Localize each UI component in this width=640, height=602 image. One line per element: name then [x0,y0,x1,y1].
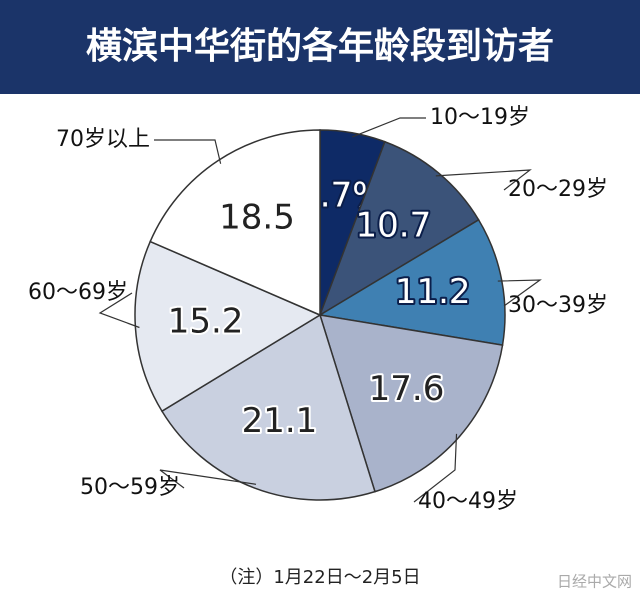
category-label: 30～39岁 [508,293,608,318]
data-label: 11.2 [395,272,471,312]
leader-line [435,169,532,191]
data-label: 18.5 [219,198,295,238]
chart-title: 横滨中华街的各年龄段到访者 [86,26,554,67]
leader-line [352,117,426,138]
leader-line [159,469,257,489]
leader-line [154,139,222,164]
pie-slice [134,240,322,413]
leader-line [98,292,140,329]
pie-slice [318,314,504,493]
pie-slice [160,313,376,501]
pie-slice [317,218,506,346]
data-label: 21.1 [242,401,318,441]
leader-line [413,433,458,503]
note: （注）1月22日～2月5日 [219,567,420,588]
watermark: 日经中文网 [557,573,632,591]
data-label: 17.6 [369,369,445,409]
category-label: 60～69岁 [28,280,128,305]
data-label: 15.2 [168,301,244,341]
data-label: 10.7 [356,205,432,245]
leader-line [497,279,542,307]
category-label: 10～19岁 [430,105,530,130]
title-bar [0,0,640,94]
category-label: 20～29岁 [508,177,608,202]
pie-slice [149,129,321,317]
category-label: 50～59岁 [80,475,180,500]
pie-slice [318,140,480,317]
category-label: 40～49岁 [418,489,518,514]
category-label: 70岁以上 [56,127,150,152]
